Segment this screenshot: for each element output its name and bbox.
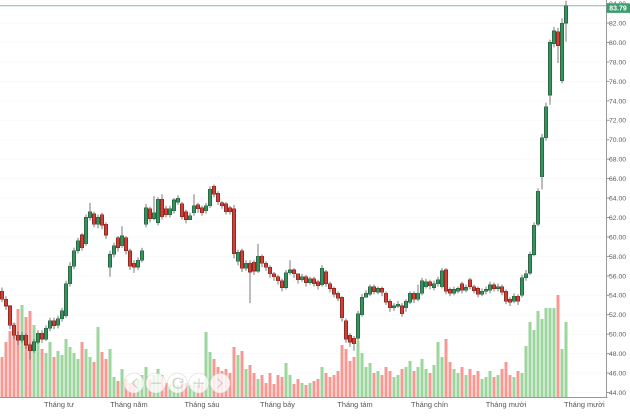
svg-text:83.79: 83.79 bbox=[609, 6, 627, 13]
svg-text:78.00: 78.00 bbox=[609, 59, 626, 66]
svg-text:50.00: 50.00 bbox=[609, 332, 626, 339]
svg-text:Tháng sáu: Tháng sáu bbox=[185, 400, 220, 409]
svg-text:68.00: 68.00 bbox=[609, 157, 626, 164]
svg-text:58.00: 58.00 bbox=[609, 254, 626, 261]
svg-text:46.00: 46.00 bbox=[609, 371, 626, 378]
svg-text:Tháng bảy: Tháng bảy bbox=[260, 400, 295, 409]
svg-text:64.00: 64.00 bbox=[609, 196, 626, 203]
svg-text:70.00: 70.00 bbox=[609, 137, 626, 144]
svg-text:60.00: 60.00 bbox=[609, 234, 626, 241]
svg-text:54.00: 54.00 bbox=[609, 293, 626, 300]
svg-text:44.00: 44.00 bbox=[609, 390, 626, 397]
svg-text:Tháng tám: Tháng tám bbox=[337, 400, 372, 409]
svg-text:56.00: 56.00 bbox=[609, 273, 626, 280]
svg-text:Tháng mười: Tháng mười bbox=[564, 400, 605, 409]
svg-text:Tháng năm: Tháng năm bbox=[110, 400, 147, 409]
svg-text:52.00: 52.00 bbox=[609, 312, 626, 319]
svg-text:74.00: 74.00 bbox=[609, 98, 626, 105]
svg-text:Tháng tư: Tháng tư bbox=[44, 400, 74, 409]
svg-text:76.00: 76.00 bbox=[609, 79, 626, 86]
svg-text:80.00: 80.00 bbox=[609, 40, 626, 47]
svg-text:82.00: 82.00 bbox=[609, 21, 626, 28]
svg-text:48.00: 48.00 bbox=[609, 351, 626, 358]
svg-text:66.00: 66.00 bbox=[609, 176, 626, 183]
svg-text:72.00: 72.00 bbox=[609, 118, 626, 125]
svg-text:Tháng chín: Tháng chín bbox=[411, 400, 448, 409]
svg-text:Tháng mười: Tháng mười bbox=[486, 400, 527, 409]
svg-text:62.00: 62.00 bbox=[609, 215, 626, 222]
